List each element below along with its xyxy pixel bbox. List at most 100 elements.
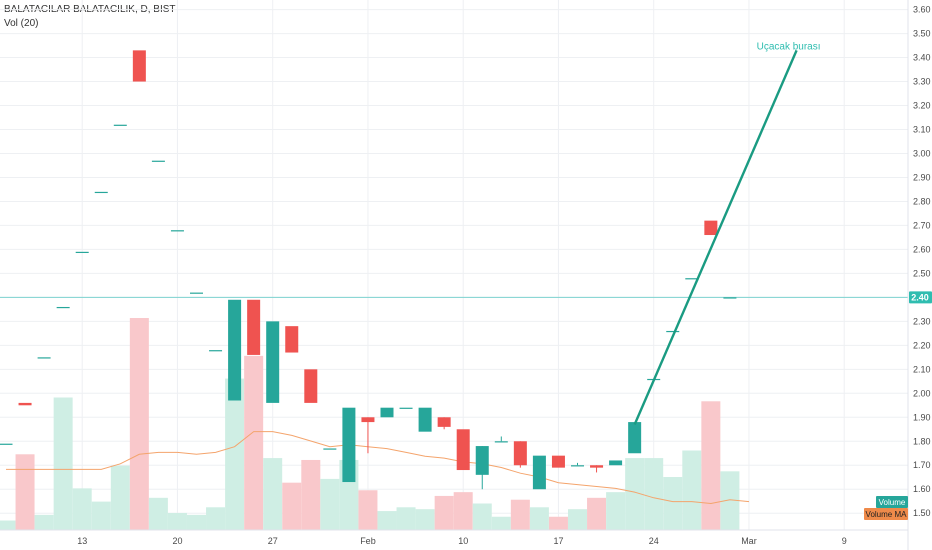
volume-bar bbox=[663, 477, 683, 530]
candle bbox=[666, 330, 680, 333]
volume-bar bbox=[415, 509, 435, 530]
volume-bar bbox=[320, 478, 340, 530]
volume-badge: Volume bbox=[876, 496, 908, 508]
candle-body bbox=[380, 407, 394, 418]
candle-body bbox=[190, 292, 203, 294]
candle-body bbox=[209, 350, 223, 352]
annotation-text[interactable]: Uçacak burası bbox=[757, 41, 821, 52]
volume-bar bbox=[301, 459, 321, 530]
volume-bar bbox=[377, 511, 397, 530]
y-tick-label: 3.50 bbox=[913, 29, 931, 39]
candle bbox=[18, 402, 32, 406]
candle bbox=[266, 321, 280, 403]
volume-bar bbox=[587, 497, 607, 530]
y-tick-label: 1.70 bbox=[913, 460, 931, 470]
candle bbox=[170, 230, 184, 232]
y-tick-label: 2.90 bbox=[913, 172, 931, 182]
candle bbox=[190, 292, 203, 294]
candle-body bbox=[285, 326, 299, 353]
candle-body bbox=[94, 191, 108, 194]
candle-body bbox=[399, 407, 413, 409]
y-tick-label: 1.80 bbox=[913, 436, 931, 446]
candle bbox=[628, 422, 642, 454]
candle-body bbox=[551, 455, 565, 468]
candle bbox=[418, 407, 432, 432]
y-tick-label: 3.60 bbox=[913, 5, 931, 15]
candle bbox=[132, 50, 146, 82]
time-axis[interactable]: 132027Feb101724Mar916 bbox=[77, 536, 932, 546]
volume-bar bbox=[187, 514, 206, 530]
volume-bar bbox=[91, 501, 111, 530]
candle-body bbox=[685, 278, 699, 280]
candle bbox=[685, 278, 699, 280]
volume-ma-badge: Volume MA bbox=[864, 508, 908, 520]
trend-line[interactable] bbox=[633, 49, 798, 425]
candle-body bbox=[361, 417, 375, 423]
volume-bar bbox=[720, 471, 740, 530]
candle bbox=[609, 460, 623, 466]
candle-body bbox=[437, 417, 451, 427]
price-axis[interactable]: 1.50 1.60 1.70 1.80 1.90 2.00 2.10 2.20 2.30 2.40… bbox=[913, 5, 931, 519]
candle-body bbox=[0, 443, 13, 445]
candle-body bbox=[494, 441, 508, 443]
y-tick-label: 3.40 bbox=[913, 53, 931, 63]
volume-bar bbox=[72, 488, 92, 530]
volume-bar bbox=[53, 397, 73, 530]
candle-body bbox=[609, 460, 623, 466]
candle bbox=[380, 407, 394, 418]
candle bbox=[113, 124, 127, 126]
candle bbox=[247, 299, 261, 355]
y-tick-label: 1.50 bbox=[913, 508, 931, 518]
x-tick-label: 9 bbox=[842, 536, 847, 546]
candle-body bbox=[456, 429, 470, 471]
volume-ma-badge-label: Volume MA bbox=[866, 510, 908, 519]
candle bbox=[361, 417, 375, 454]
candle bbox=[437, 417, 451, 430]
y-tick-label: 2.30 bbox=[913, 316, 931, 326]
candle bbox=[151, 160, 165, 162]
candle-body bbox=[113, 124, 127, 126]
volume-bar bbox=[148, 497, 168, 530]
candle-body bbox=[513, 441, 527, 466]
candle-body bbox=[571, 465, 584, 467]
candle bbox=[342, 407, 356, 483]
y-tick-label: 3.20 bbox=[913, 101, 931, 111]
candle-body bbox=[247, 299, 261, 355]
candle bbox=[56, 306, 70, 309]
volume-bar bbox=[282, 482, 302, 530]
candle bbox=[209, 350, 223, 352]
volume-bar bbox=[15, 454, 35, 530]
x-tick-label: 27 bbox=[268, 536, 278, 546]
volume-bar bbox=[644, 458, 664, 530]
volume-bar bbox=[225, 378, 245, 530]
candle-body bbox=[56, 306, 70, 309]
candle bbox=[551, 455, 565, 468]
candle-body bbox=[532, 455, 546, 490]
volume-bar bbox=[529, 507, 549, 530]
candle bbox=[304, 369, 318, 403]
y-tick-label: 1.90 bbox=[913, 412, 931, 422]
y-tick-label: 2.00 bbox=[913, 388, 931, 398]
y-tick-label: 2.10 bbox=[913, 364, 931, 374]
candle-body bbox=[132, 50, 146, 82]
volume-bar bbox=[568, 509, 587, 530]
candle bbox=[0, 443, 13, 445]
volume-bar bbox=[244, 355, 264, 530]
volume-bar bbox=[206, 507, 226, 530]
candle-body bbox=[666, 330, 680, 333]
volume-bar bbox=[510, 499, 530, 530]
candle-body bbox=[723, 297, 737, 299]
y-tick-label: 2.50 bbox=[913, 268, 931, 278]
y-tick-label: 3.10 bbox=[913, 125, 931, 135]
candle bbox=[37, 357, 51, 359]
volume-bar bbox=[396, 507, 416, 530]
grid bbox=[0, 0, 908, 530]
candle bbox=[75, 251, 89, 254]
candle bbox=[399, 407, 413, 409]
x-tick-label: 24 bbox=[649, 536, 659, 546]
y-tick-label: 3.30 bbox=[913, 77, 931, 87]
volume-bar bbox=[167, 512, 187, 530]
volume-indicator-label: Vol (20) bbox=[4, 18, 39, 29]
x-tick-label: Mar bbox=[741, 536, 757, 546]
